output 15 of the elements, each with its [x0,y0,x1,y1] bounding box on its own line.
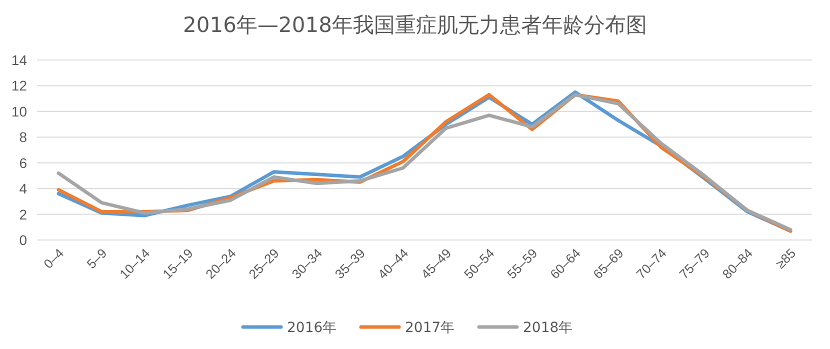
legend-label: 2017年 [405,320,455,336]
y-tick-label: 6 [19,154,28,171]
y-tick-label: 0 [19,232,28,248]
legend-label: 2016年 [287,320,337,336]
chart-title: 2016年—2018年我国重症肌无力患者年龄分布图 [183,13,647,37]
y-tick-label: 4 [19,180,28,197]
y-tick-label: 8 [19,129,28,146]
y-tick-label: 14 [11,52,28,68]
x-tick-label: 0–4 [40,246,67,272]
legend-label: 2018年 [523,320,573,336]
y-tick-label: 12 [11,78,28,94]
y-tick-label: 10 [11,103,28,120]
x-tick-label: ≥85 [772,246,799,272]
x-tick-label: 5–9 [84,246,110,272]
y-tick-label: 2 [19,206,28,222]
